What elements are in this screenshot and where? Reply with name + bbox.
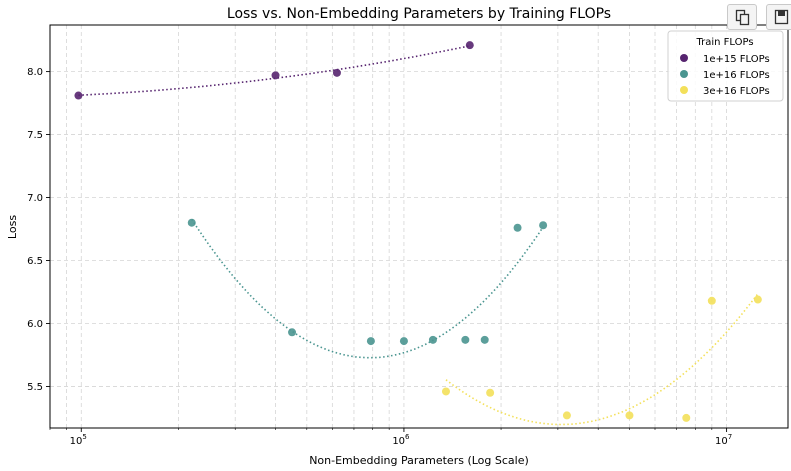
data-point [486, 388, 495, 397]
data-point [513, 223, 522, 232]
data-point [465, 41, 474, 50]
data-point [707, 296, 716, 305]
legend-marker [680, 86, 688, 94]
data-point [428, 335, 437, 344]
x-tick-exponent: 5 [82, 433, 86, 441]
data-point [366, 337, 375, 346]
data-points [74, 41, 762, 422]
legend-marker [680, 54, 688, 62]
grid [49, 25, 788, 428]
y-tick-label: 8.0 [27, 67, 43, 78]
x-tick-label: 105 [70, 433, 87, 447]
plot-frame [49, 24, 789, 429]
data-point [288, 328, 297, 337]
save-button[interactable] [766, 4, 791, 30]
data-point [539, 221, 548, 230]
plot-background [50, 25, 788, 428]
legend-title: Train FLOPs [695, 37, 753, 48]
x-tick-exponent: 6 [405, 433, 410, 441]
data-point [271, 71, 280, 80]
data-point [399, 337, 408, 346]
y-tick-label: 6.5 [27, 256, 43, 267]
data-point [187, 218, 196, 227]
data-point [480, 335, 489, 344]
fit-curve [445, 293, 759, 426]
data-point [753, 295, 762, 304]
y-tick-label: 7.0 [27, 193, 43, 204]
data-point [682, 413, 691, 422]
chart-title: Loss vs. Non-Embedding Parameters by Tra… [227, 6, 611, 22]
data-point [74, 91, 83, 100]
data-point [332, 68, 341, 77]
x-axis-label: Non-Embedding Parameters (Log Scale) [309, 454, 529, 467]
copy-icon [735, 9, 750, 26]
legend-label: 3e+16 FLOPs [703, 86, 770, 97]
y-tick-label: 7.5 [27, 130, 43, 141]
legend-label: 1e+15 FLOPs [703, 54, 770, 65]
save-icon [774, 9, 789, 25]
x-tick-exponent: 7 [728, 433, 732, 441]
y-axis-label: Loss [6, 215, 19, 239]
data-point [441, 387, 450, 396]
x-tick-label: 107 [715, 433, 732, 447]
data-point [625, 411, 634, 420]
y-tick-label: 5.5 [27, 382, 43, 393]
y-tick-label: 6.0 [27, 319, 43, 330]
data-point [562, 411, 571, 420]
fit-curve [191, 218, 544, 359]
data-point [461, 335, 470, 344]
legend-marker [680, 70, 688, 78]
legend: Train FLOPs 1e+15 FLOPs 1e+16 FLOPs 3e+16 … [667, 30, 784, 102]
x-tick-label: 106 [392, 433, 410, 447]
copy-button[interactable] [727, 4, 757, 30]
legend-box [667, 30, 784, 102]
legend-label: 1e+16 FLOPs [703, 70, 770, 81]
